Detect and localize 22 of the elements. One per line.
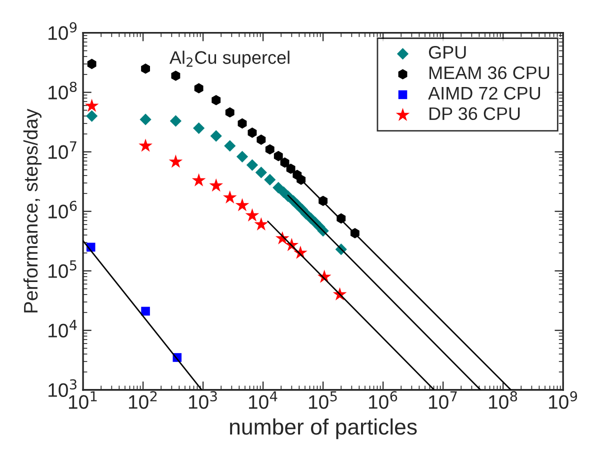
x-tick-label: 10$^{6}$ [369,391,398,409]
x-tick-label: 10$^{3}$ [188,391,217,409]
x-tick-label: 10$^{1}$ [68,391,97,409]
y-tick-label: 10$^{7}$ [48,141,76,159]
legend-label: DP 36 CPU [430,107,520,120]
y-axis-title: Performance, steps/day [23,108,42,312]
legend-label: AIMD 72 CPU [428,86,540,100]
y-tick-label: 10$^{5}$ [48,260,76,278]
legend-label: MEAM 36 CPU [430,66,550,80]
x-axis-title: number of particles [230,418,417,440]
x-tick-label: 10$^{5}$ [308,391,337,409]
y-tick-label: 10$^{6}$ [48,200,77,218]
y-tick-label: 10$^{4}$ [48,320,77,338]
x-tick-label: 10$^{9}$ [549,391,578,409]
x-tick-label: 10$^{4}$ [248,391,278,409]
legend-label: GPU [428,46,466,59]
x-tick-label: 10$^{8}$ [489,391,518,409]
x-tick-label: 10$^{2}$ [128,391,157,409]
annotation: Al$_{2}$Cu supercel [169,50,290,68]
x-tick-label: 10$^{7}$ [429,391,457,409]
y-tick-label: 10$^{8}$ [48,82,77,100]
y-tick-label: 10$^{9}$ [48,22,77,40]
